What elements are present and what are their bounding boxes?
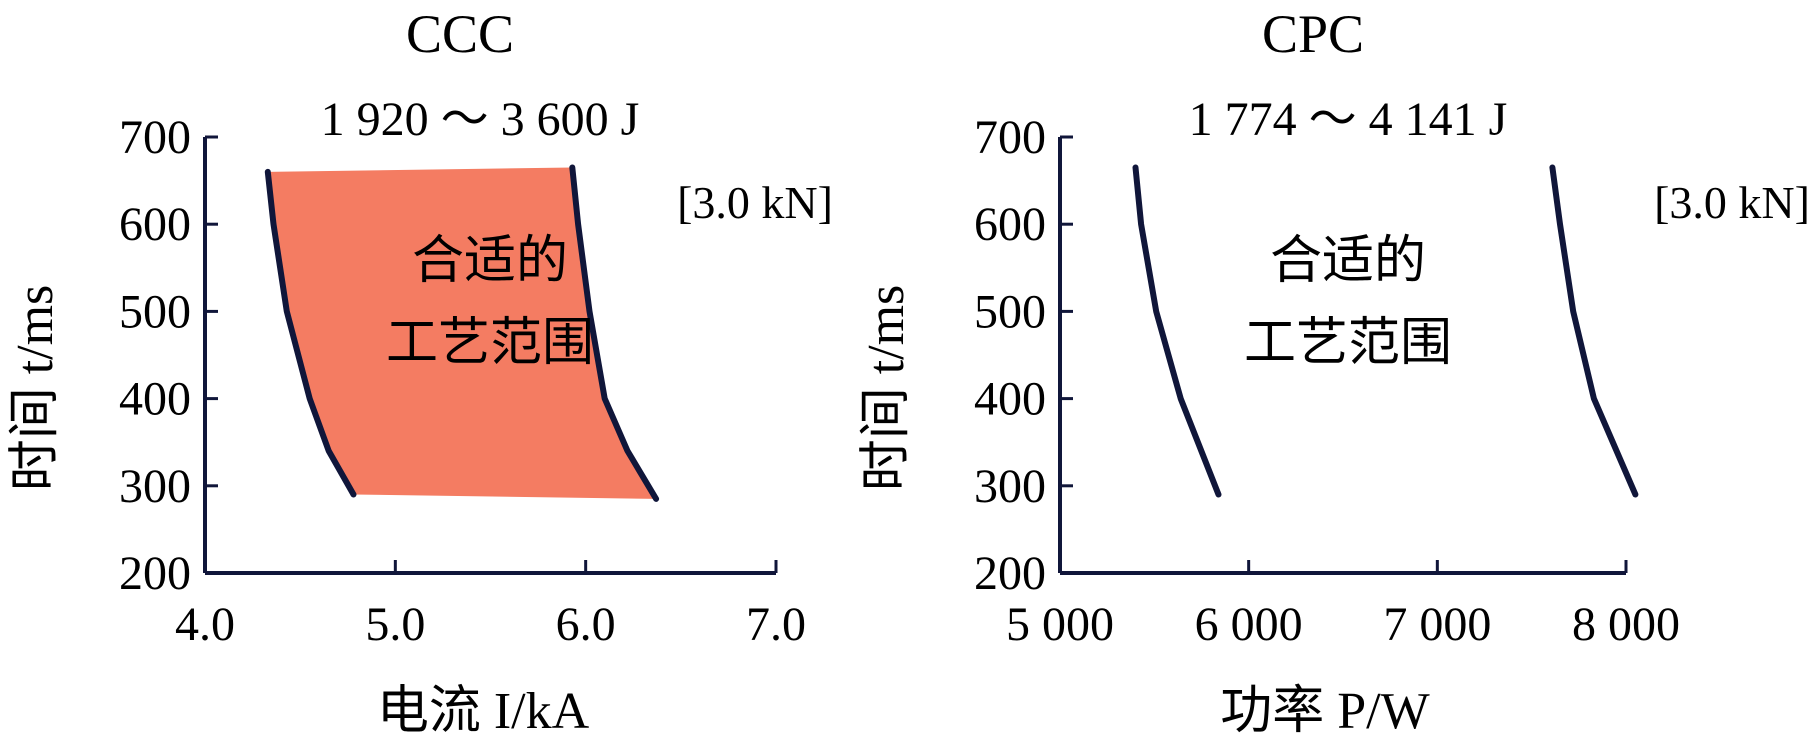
cpc-y-tick-label: 600 xyxy=(974,198,1046,251)
ccc-y-tick-label: 300 xyxy=(119,460,191,513)
cpc-y-tick-label: 300 xyxy=(974,460,1046,513)
cpc-y-axis-label: 时间 t/ms xyxy=(858,285,915,492)
cpc-region-label-line: 合适的 xyxy=(1270,231,1426,291)
cpc-x-tick-label: 6 000 xyxy=(1195,598,1303,651)
cpc-chart: CPC 1 774 ～ 4 141 J [3.0 kN] 功率 P/W 时间 t… xyxy=(858,4,1810,740)
cpc-energy-range: 1 774 ～ 4 141 J xyxy=(1189,93,1508,146)
ccc-x-axis-label: 电流 I/kA xyxy=(377,683,590,740)
cpc-y-tick-label: 500 xyxy=(974,285,1046,338)
ccc-process-window xyxy=(267,167,657,499)
ccc-x-tick-label: 4.0 xyxy=(175,598,235,651)
cpc-x-tick-label: 5 000 xyxy=(1006,598,1114,651)
cpc-x-tick-label: 7 000 xyxy=(1383,598,1491,651)
ccc-x-tick-label: 6.0 xyxy=(556,598,616,651)
cpc-x-tick-label: 8 000 xyxy=(1572,598,1680,651)
cpc-boundary-line-lower xyxy=(1132,164,1222,498)
cpc-x-axis-label: 功率 P/W xyxy=(1220,683,1429,740)
cpc-region-label-line: 工艺范围 xyxy=(1244,313,1452,373)
cpc-boundary-line-upper xyxy=(1549,164,1639,498)
cpc-y-tick-label: 400 xyxy=(974,373,1046,426)
ccc-y-tick-label: 500 xyxy=(119,285,191,338)
ccc-force-annotation: [3.0 kN] xyxy=(677,177,833,228)
ccc-title: CCC xyxy=(406,4,514,64)
ccc-y-tick-label: 700 xyxy=(119,111,191,164)
ccc-boundary-line-lower xyxy=(264,168,357,498)
ccc-y-axis-label: 时间 t/ms xyxy=(7,285,64,492)
cpc-y-tick-label: 200 xyxy=(974,547,1046,600)
ccc-x-tick-label: 5.0 xyxy=(365,598,425,651)
ccc-region-label-line: 工艺范围 xyxy=(386,313,594,373)
ccc-region-label-line: 合适的 xyxy=(412,231,568,291)
cpc-force-annotation: [3.0 kN] xyxy=(1654,177,1810,228)
cpc-title: CPC xyxy=(1262,4,1364,64)
ccc-y-tick-label: 600 xyxy=(119,198,191,251)
ccc-y-tick-label: 400 xyxy=(119,373,191,426)
ccc-x-tick-label: 7.0 xyxy=(746,598,806,651)
cpc-y-tick-label: 700 xyxy=(974,111,1046,164)
ccc-energy-range: 1 920 ～ 3 600 J xyxy=(321,93,640,146)
ccc-chart: CCC 1 920 ～ 3 600 J [3.0 kN] 电流 I/kA 时间 … xyxy=(7,4,833,740)
ccc-y-tick-label: 200 xyxy=(119,547,191,600)
cpc-plot-area: 200 300 400 500 600 700 5 000 6 000 7 000 8 000 合适… xyxy=(974,111,1680,651)
ccc-boundary-line-upper xyxy=(569,164,660,502)
